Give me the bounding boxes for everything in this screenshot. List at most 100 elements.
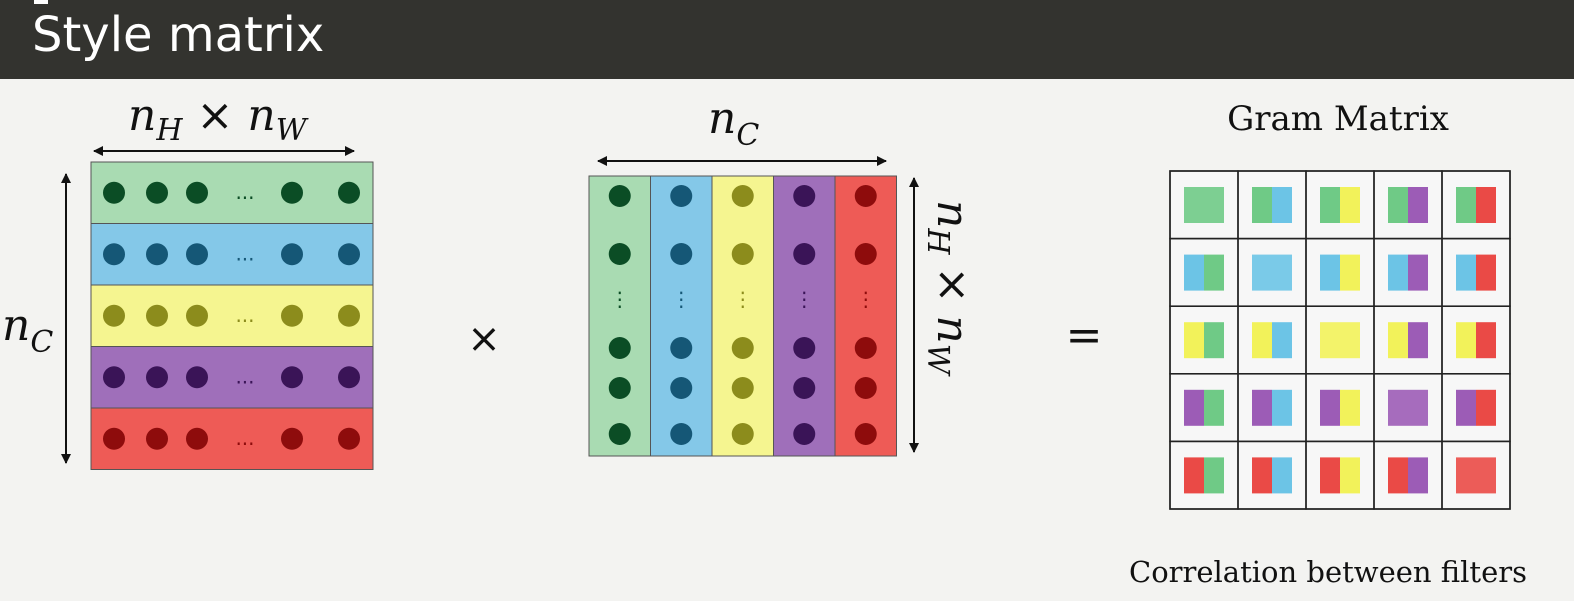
left-row-purple-dot (103, 366, 125, 389)
gram-swatch-row (1252, 187, 1272, 223)
right-col-red-dot (854, 185, 877, 207)
gram-swatch-col (1408, 457, 1428, 494)
gram-cell (1441, 440, 1511, 510)
right-matrix-width-label: nC (708, 93, 759, 153)
title-bar: Style matrix (0, 0, 1574, 79)
gram-swatch-col (1204, 322, 1224, 359)
gram-swatch-row (1320, 389, 1340, 426)
left-row-blue-dot (281, 243, 303, 266)
gram-matrix (1169, 170, 1511, 510)
right-col-blue-dot (670, 243, 693, 265)
title-bar-accent (34, 0, 48, 4)
gram-swatch-col (1340, 187, 1360, 223)
gram-swatch-col (1408, 322, 1428, 359)
right-col-red-dot (854, 423, 877, 445)
gram-swatch-row (1388, 322, 1408, 359)
gram-swatch-diagonal (1252, 254, 1292, 291)
right-col-green-dot (608, 337, 631, 359)
left-row-yellow-dot (103, 304, 125, 327)
left-row-red-dot (338, 427, 360, 450)
gram-swatch-row (1320, 187, 1340, 223)
right-col-red-ellipsis: ⋮ (856, 287, 876, 311)
gram-swatch-row (1320, 254, 1340, 291)
right-col-yellow-dot (731, 243, 754, 265)
gram-swatch-row (1388, 457, 1408, 494)
left-row-blue (90, 223, 374, 286)
left-row-green-dot (281, 181, 303, 204)
equals-symbol: = (1066, 310, 1103, 361)
gram-swatch-diagonal (1456, 457, 1496, 494)
right-col-blue-dot (670, 337, 693, 359)
gram-swatch-col (1340, 254, 1360, 291)
right-col-green-dot (608, 423, 631, 445)
right-col-blue (650, 175, 713, 457)
right-col-red-dot (854, 377, 877, 399)
right-col-yellow (711, 175, 774, 457)
gram-swatch-row (1456, 254, 1476, 291)
left-row-yellow-dot (281, 304, 303, 327)
right-col-green-dot (608, 377, 631, 399)
gram-swatch-col (1476, 187, 1496, 223)
right-col-purple-dot (793, 377, 816, 399)
right-col-yellow-dot (731, 377, 754, 399)
left-matrix-height-label: nC (2, 300, 53, 360)
left-row-blue-dot (186, 243, 208, 266)
gram-swatch-col (1204, 457, 1224, 494)
right-col-blue-ellipsis: ⋮ (671, 287, 691, 311)
right-col-purple-dot (793, 243, 816, 265)
right-matrix: ⋮ ⋮ ⋮ ⋮ ⋮ (588, 175, 897, 457)
gram-swatch-row (1456, 389, 1476, 426)
gram-matrix-title: Gram Matrix (1227, 99, 1449, 139)
gram-swatch-diagonal (1320, 322, 1360, 359)
right-col-red-dot (854, 337, 877, 359)
left-row-purple-dot (186, 366, 208, 389)
gram-swatch-col (1408, 254, 1428, 291)
gram-swatch-col (1408, 187, 1428, 223)
right-col-green-dot (608, 243, 631, 265)
gram-swatch-col (1272, 457, 1292, 494)
left-row-purple (90, 346, 374, 409)
left-row-red-dot (103, 427, 125, 450)
left-row-yellow-dot (338, 304, 360, 327)
gram-swatch-row (1320, 457, 1340, 494)
slide-title: Style matrix (32, 7, 325, 63)
right-col-blue-dot (670, 423, 693, 445)
left-row-red-dot (281, 427, 303, 450)
gram-swatch-row (1456, 187, 1476, 223)
multiply-symbol: × (467, 316, 501, 362)
left-row-purple-ellipsis: ... (235, 364, 254, 388)
gram-swatch-col (1204, 389, 1224, 426)
gram-swatch-col (1476, 322, 1496, 359)
left-row-green-ellipsis: ... (235, 180, 254, 204)
right-col-blue-dot (670, 377, 693, 399)
gram-swatch-col (1272, 187, 1292, 223)
gram-swatch-row (1252, 457, 1272, 494)
right-col-green (588, 175, 651, 457)
gram-swatch-row (1388, 254, 1408, 291)
left-row-red-dot (146, 427, 168, 450)
gram-swatch-col (1340, 389, 1360, 426)
left-row-green-dot (186, 181, 208, 204)
gram-swatch-row (1184, 389, 1204, 426)
gram-swatch-row (1456, 322, 1476, 359)
right-col-purple-dot (793, 185, 816, 207)
left-matrix: ............... (90, 161, 374, 470)
right-col-yellow-dot (731, 423, 754, 445)
right-col-purple (773, 175, 836, 457)
left-row-yellow-dot (146, 304, 168, 327)
left-matrix-width-label: nH × nW (128, 90, 309, 148)
right-col-red-dot (854, 243, 877, 265)
left-row-purple-dot (281, 366, 303, 389)
left-row-blue-dot (103, 243, 125, 266)
gram-swatch-col (1272, 389, 1292, 426)
gram-swatch-row (1184, 322, 1204, 359)
left-row-green-dot (103, 181, 125, 204)
gram-swatch-row (1184, 457, 1204, 494)
gram-swatch-diagonal (1184, 187, 1224, 223)
gram-swatch-col (1476, 389, 1496, 426)
left-row-blue-dot (338, 243, 360, 266)
gram-swatch-row (1252, 322, 1272, 359)
gram-swatch-diagonal (1388, 389, 1428, 426)
